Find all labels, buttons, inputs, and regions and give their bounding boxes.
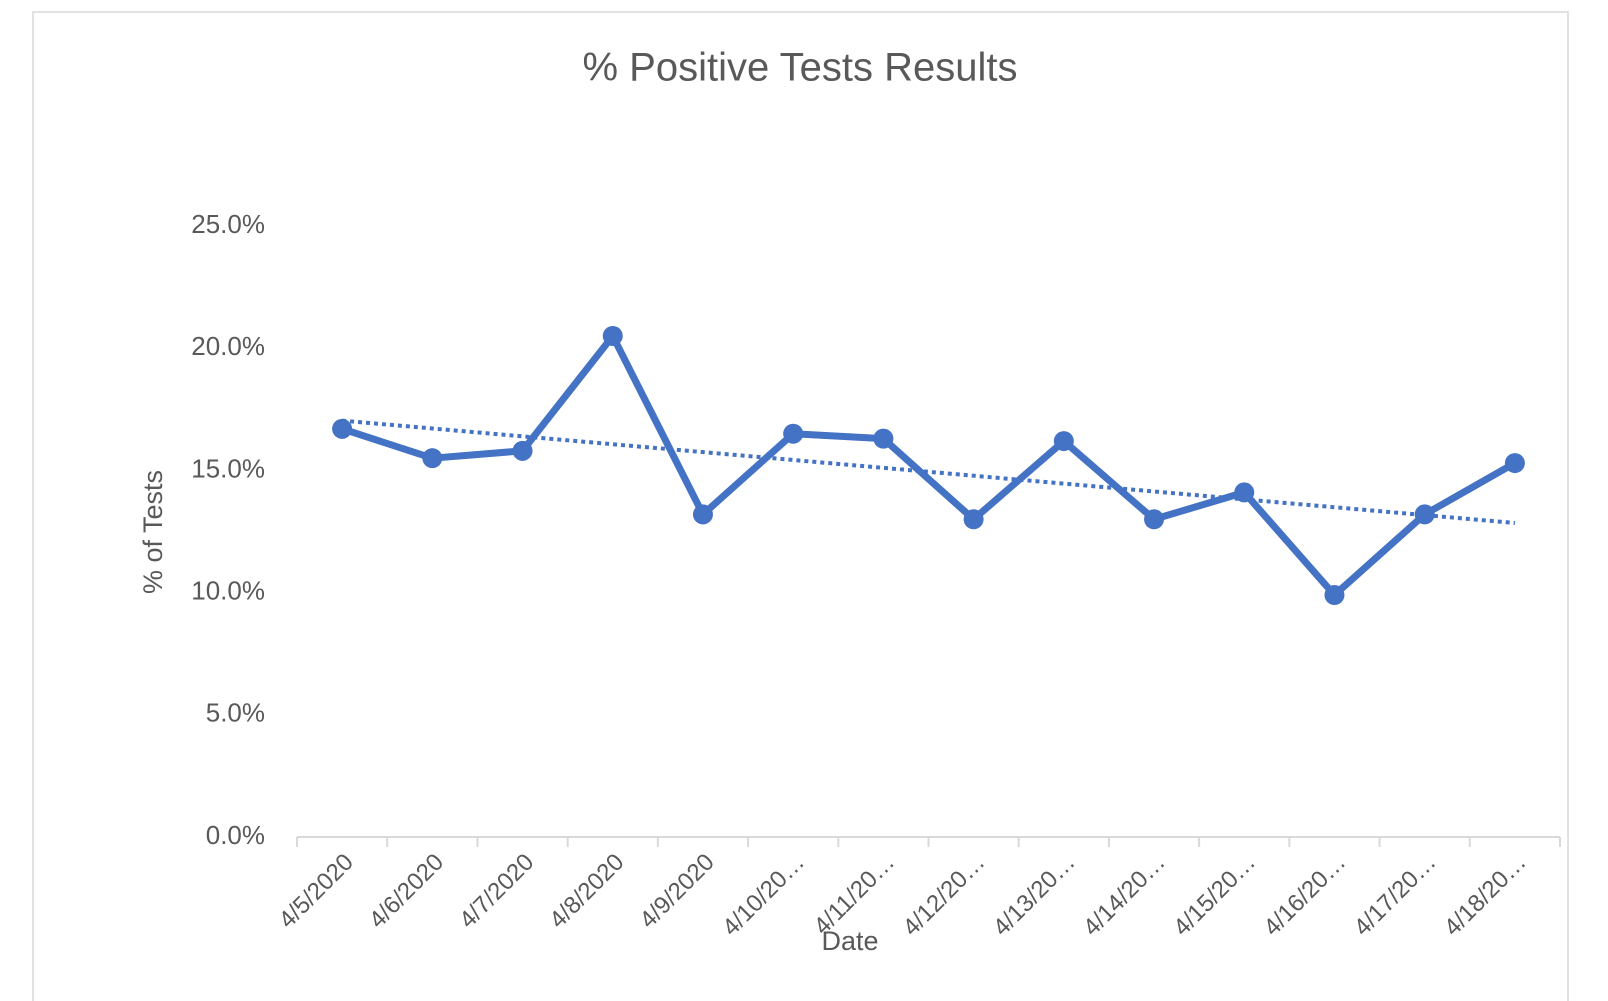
data-point [1414, 504, 1435, 525]
y-tick-label: 10.0% [191, 575, 265, 605]
data-point [692, 504, 713, 525]
y-tick-label: 25.0% [191, 209, 265, 239]
data-point [422, 448, 443, 469]
data-point [512, 440, 533, 461]
data-point [1324, 585, 1345, 606]
x-axis-label: Date [821, 926, 878, 956]
data-point [1053, 431, 1074, 452]
y-tick-label: 15.0% [191, 453, 265, 483]
data-line [341, 332, 1517, 599]
chart-title: % Positive Tests Results [583, 46, 1018, 90]
data-point [1234, 482, 1255, 503]
chart-border [32, 11, 1569, 1001]
data-point [602, 325, 623, 346]
y-tick-label: 20.0% [191, 331, 265, 361]
data-point [1504, 453, 1525, 474]
data-point [963, 509, 984, 530]
data-point [873, 428, 894, 449]
y-tick-label: 0.0% [206, 820, 265, 850]
data-point [332, 418, 353, 439]
y-axis-label: % of Tests [138, 470, 168, 594]
y-tick-label: 5.0% [206, 698, 265, 728]
data-point [1144, 509, 1165, 530]
data-point [783, 423, 804, 444]
